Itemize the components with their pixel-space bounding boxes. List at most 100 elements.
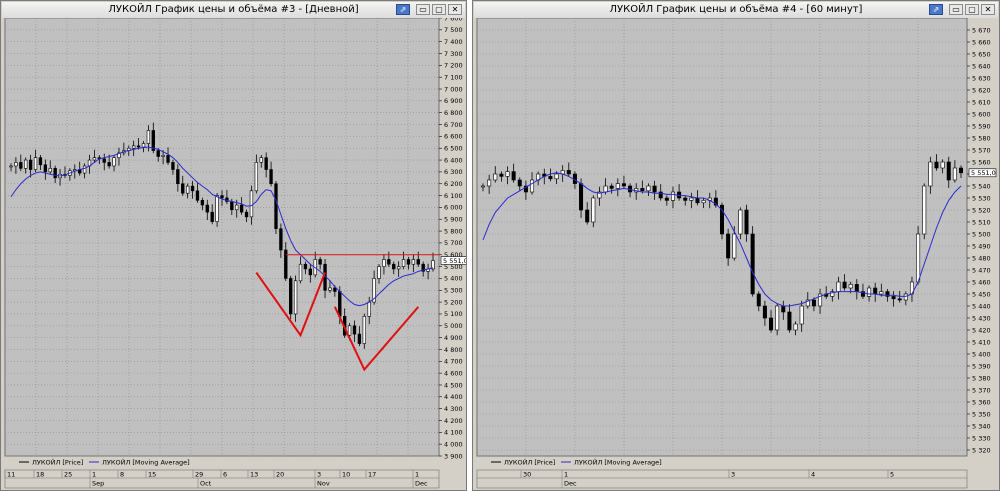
x-month-label: Dec <box>564 480 577 488</box>
hourly-chart-window: ЛУКОЙЛ График цены и объёма #4 - [60 мин… <box>472 0 1000 491</box>
minimize-button[interactable]: ▭ <box>416 4 430 15</box>
candle-body <box>530 179 535 193</box>
y-tick-label: 5 670 <box>972 26 991 34</box>
y-tick-label: 5 800 <box>444 227 463 235</box>
last-price-label: 5 551,0 <box>971 169 996 177</box>
candle-body <box>367 301 371 317</box>
x-tick-label: 8 <box>120 470 124 478</box>
candle-body <box>762 305 767 319</box>
y-tick-label: 7 600 <box>444 18 463 22</box>
y-tick-label: 5 600 <box>444 251 463 259</box>
candle-body <box>848 284 853 289</box>
y-tick-label: 4 700 <box>444 358 463 366</box>
legend-ma-label: ЛУКОЙЛ [Moving Average] <box>574 457 662 466</box>
y-tick-label: 5 430 <box>972 314 991 322</box>
window-titlebar[interactable]: ЛУКОЙЛ График цены и объёма #3 - [Дневно… <box>2 2 465 19</box>
candle-body <box>689 197 694 201</box>
candle-body <box>701 200 706 204</box>
candle-body <box>377 266 381 279</box>
maximize-button[interactable]: ▢ <box>432 4 446 15</box>
y-tick-label: 7 000 <box>444 85 463 93</box>
pin-icon[interactable]: ⇗ <box>929 4 943 15</box>
candle-body <box>190 185 195 192</box>
y-tick-label: 6 900 <box>444 97 463 105</box>
candle-body <box>585 209 590 223</box>
y-tick-label: 7 400 <box>444 38 463 46</box>
window-titlebar[interactable]: ЛУКОЙЛ График цены и объёма #4 - [60 мин… <box>474 2 998 19</box>
candle-body <box>744 209 749 235</box>
candle-body <box>259 157 263 163</box>
x-tick-label: 25 <box>64 470 72 478</box>
y-tick-label: 5 590 <box>972 122 991 130</box>
candle-body <box>48 168 52 173</box>
candle-body <box>713 197 718 206</box>
candle-body <box>830 291 835 297</box>
daily-price-chart[interactable]: 3 900 4 000 4 100 4 200 4 300 4 400 4 500 4 600… <box>1 18 466 490</box>
y-tick-label: 5 410 <box>972 338 991 346</box>
candle-body <box>505 171 510 177</box>
candle-body <box>43 164 48 173</box>
x-tick-label: 29 <box>195 470 203 478</box>
y-tick-label: 5 100 <box>444 310 463 318</box>
y-tick-label: 6 400 <box>444 156 463 164</box>
candle-body <box>82 165 87 174</box>
candle-body <box>161 155 165 157</box>
candle-body <box>24 159 28 169</box>
candle-body <box>493 173 498 181</box>
y-tick-label: 5 330 <box>972 434 991 442</box>
candle-body <box>480 185 486 188</box>
candle-body <box>14 162 18 167</box>
candle-body <box>670 191 675 201</box>
y-tick-label: 5 470 <box>972 266 991 274</box>
legend-price-label: ЛУКОЙЛ [Price] <box>32 457 83 466</box>
y-tick-label: 5 540 <box>972 182 991 190</box>
candle-body <box>431 260 435 270</box>
x-tick-label: 17 <box>368 470 376 478</box>
close-button[interactable]: ✕ <box>981 4 995 15</box>
y-tick-label: 5 630 <box>972 74 991 82</box>
y-tick-label: 7 100 <box>444 73 463 81</box>
candle-body <box>658 191 663 199</box>
candle-body <box>609 185 614 189</box>
y-tick-label: 6 600 <box>444 133 463 141</box>
candle-body <box>156 150 160 157</box>
close-button[interactable]: ✕ <box>448 4 462 15</box>
candle-body <box>117 152 121 158</box>
pin-icon[interactable]: ⇗ <box>396 4 410 15</box>
y-tick-label: 5 350 <box>972 410 991 418</box>
candle-body <box>205 204 209 213</box>
candle-body <box>517 179 522 187</box>
candle-body <box>9 165 13 168</box>
candle-body <box>885 291 890 297</box>
y-tick-label: 5 360 <box>972 398 991 406</box>
candle-body <box>934 161 939 169</box>
minimize-button[interactable]: ▭ <box>949 4 963 15</box>
candle-body <box>781 305 786 313</box>
candle-body <box>132 145 136 149</box>
x-month-label: Sep <box>92 480 104 488</box>
candle-body <box>487 179 492 187</box>
candle-body <box>33 157 38 170</box>
x-tick-label: 11 <box>7 470 15 478</box>
candle-body <box>347 325 352 336</box>
y-tick-label: 5 700 <box>444 239 463 247</box>
candle-body <box>185 185 190 194</box>
candle-body <box>511 171 516 181</box>
candle-body <box>597 191 602 199</box>
candle-body <box>916 233 921 283</box>
candle-body <box>28 159 33 170</box>
y-tick-label: 5 640 <box>972 62 991 70</box>
maximize-button[interactable]: ▢ <box>965 4 979 15</box>
y-tick-label: 5 000 <box>444 322 463 330</box>
candle-body <box>787 311 792 331</box>
candle-body <box>284 249 288 279</box>
candle-body <box>579 183 584 211</box>
legend-price-label: ЛУКОЙЛ [Price] <box>504 457 555 466</box>
y-tick-label: 5 570 <box>972 146 991 154</box>
candle-body <box>940 161 945 169</box>
candle-body <box>38 157 43 166</box>
candle-body <box>318 259 322 265</box>
v-pattern-annotation <box>255 271 326 338</box>
y-tick-label: 5 490 <box>972 242 991 250</box>
